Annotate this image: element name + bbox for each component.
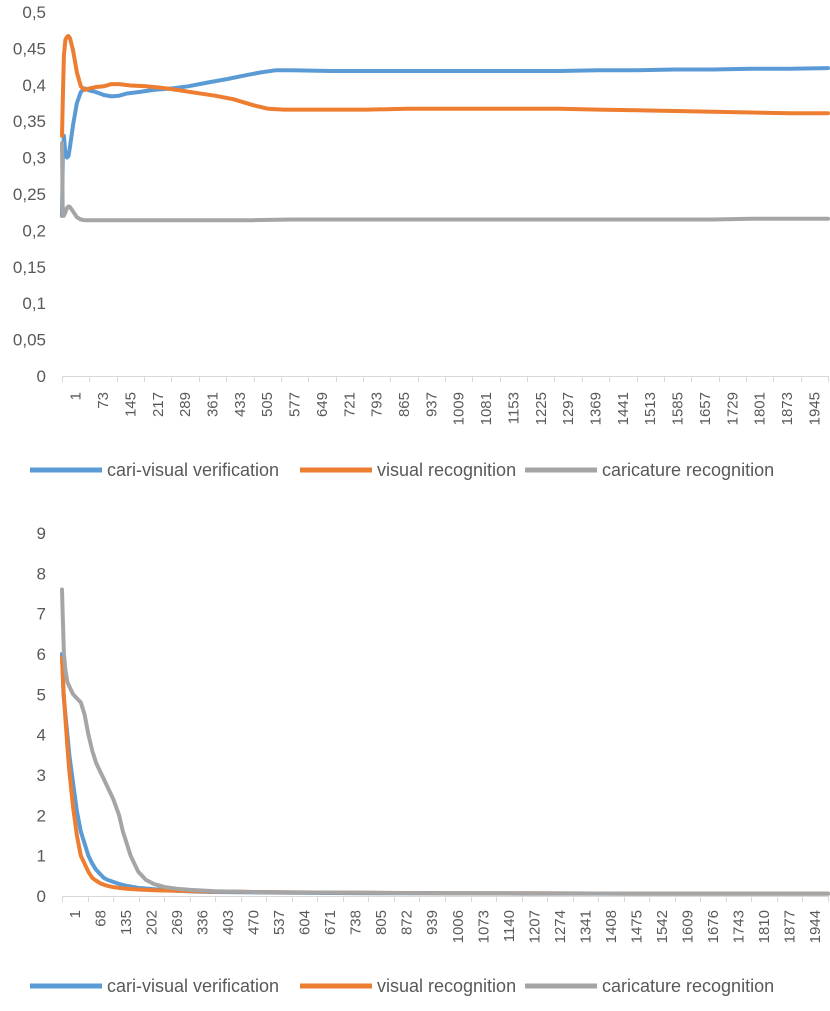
chart-1-series-line-1 bbox=[60, 66, 830, 218]
chart-2-x-tick-label: 939 bbox=[424, 910, 441, 935]
chart-1-x-tick-label: 865 bbox=[396, 392, 413, 417]
chart-2-x-tick-label: 738 bbox=[348, 910, 365, 935]
chart-1-x-tick-label: 1369 bbox=[587, 392, 604, 425]
chart-2-x-tick-label: 1944 bbox=[807, 910, 824, 943]
chart-1-y-tick-label: 0 bbox=[37, 367, 46, 386]
chart-1-x-tick-label: 433 bbox=[232, 392, 249, 417]
chart-2-x-tick-label: 336 bbox=[194, 910, 211, 935]
chart-2-x-tick-label: 1743 bbox=[731, 910, 748, 943]
chart-2-x-tick-label: 671 bbox=[322, 910, 339, 935]
chart-1-legend-label-2: visual recognition bbox=[377, 460, 516, 480]
chart-1-x-tick-label: 73 bbox=[95, 392, 112, 409]
chart-2-x-tick-label: 1408 bbox=[603, 910, 620, 943]
chart-2-legend-label-3: caricature recognition bbox=[602, 976, 774, 996]
chart-1-y-tick-label: 0,1 bbox=[22, 294, 46, 313]
chart-2-x-tick-label: 1676 bbox=[705, 910, 722, 943]
chart-1-x-tick-label: 1153 bbox=[505, 392, 522, 424]
chart-1-x-tick-label: 1513 bbox=[642, 392, 659, 425]
chart-2-x-tick-label: 1274 bbox=[552, 910, 569, 943]
chart-1-x-tick-label: 1 bbox=[68, 392, 85, 400]
chart-1-y-tick-label: 0,4 bbox=[22, 76, 46, 95]
chart-1-y-tick-label: 0,25 bbox=[13, 185, 46, 204]
chart-2-y-tick-label: 9 bbox=[37, 524, 46, 543]
chart-1-x-tick-label: 1081 bbox=[478, 392, 495, 425]
chart-2-x-tick-label: 1609 bbox=[680, 910, 697, 943]
chart-1-x-tick-label: 721 bbox=[341, 392, 358, 417]
chart-1-series-line-2 bbox=[60, 34, 830, 138]
chart-2-x-tick-label: 604 bbox=[297, 910, 314, 935]
chart-2-x-tick-label: 1073 bbox=[475, 910, 492, 943]
chart-2-x-tick-label: 135 bbox=[118, 910, 135, 935]
chart-1-x-tick-label: 1585 bbox=[670, 392, 687, 425]
chart-2-x-tick-label: 1810 bbox=[756, 910, 773, 943]
chart-2-x-tick-label: 805 bbox=[373, 910, 390, 935]
chart-2-x-tick-label: 403 bbox=[220, 910, 237, 935]
chart-1-x-tick-label: 649 bbox=[314, 392, 331, 417]
chart-2-series-line-3 bbox=[60, 587, 830, 896]
chart-2-y-tick-label: 6 bbox=[37, 645, 46, 664]
chart-1-x-tick-label: 1873 bbox=[779, 392, 796, 425]
chart-2-legend-label-2: visual recognition bbox=[377, 976, 516, 996]
chart-2-series-line-2 bbox=[60, 656, 830, 896]
chart-1-x-tick-label: 289 bbox=[177, 392, 194, 417]
chart-2-svg: 0 1 2 3 4 5 6 7 8 9 1 68 135 202 269 336 403 470 537 604 671… bbox=[30, 524, 830, 996]
chart-2-y-tick-label: 2 bbox=[37, 806, 46, 825]
chart-1-y-tick-label: 0,15 bbox=[13, 258, 46, 277]
chart-1: 0 0,05 0,1 0,15 0,2 0,25 0,3 0,35 0,4 0,45 0,5 1 73 1… bbox=[0, 0, 830, 500]
chart-2-y-tick-label: 7 bbox=[37, 605, 46, 624]
chart-1-x-tick-label: 217 bbox=[150, 392, 167, 417]
chart-2-x-tick-label: 1207 bbox=[526, 910, 543, 943]
chart-1-y-tick-label: 0,35 bbox=[13, 112, 46, 131]
chart-1-x-tick-label: 577 bbox=[287, 392, 304, 417]
chart-2-x-tick-label: 1140 bbox=[501, 910, 518, 942]
chart-2-x-tick-label: 537 bbox=[271, 910, 288, 935]
chart-1-x-tick-label: 1729 bbox=[724, 392, 741, 425]
chart-2-y-tick-label: 8 bbox=[37, 564, 46, 583]
chart-2-x-tick-label: 1341 bbox=[577, 910, 594, 943]
chart-1-x-tick-label: 1801 bbox=[752, 392, 769, 425]
chart-2-x-tick-label: 202 bbox=[143, 910, 160, 935]
chart-1-x-tick-label: 1945 bbox=[806, 392, 823, 425]
chart-2-y-tick-label: 3 bbox=[37, 766, 46, 785]
chart-2-y-tick-label: 0 bbox=[37, 887, 46, 906]
chart-1-series-line-3 bbox=[60, 141, 830, 223]
chart-1-x-tick-label: 1009 bbox=[451, 392, 468, 425]
chart-2-x-tick-label: 872 bbox=[399, 910, 416, 935]
chart-2-x-tick-label: 1877 bbox=[782, 910, 799, 943]
chart-1-y-tick-label: 0,05 bbox=[13, 331, 46, 350]
chart-2-y-tick-label: 5 bbox=[37, 685, 46, 704]
chart-1-x-tick-label: 1657 bbox=[697, 392, 714, 425]
chart-2-series-line-1 bbox=[60, 652, 830, 896]
chart-1-legend-label-3: caricature recognition bbox=[602, 460, 774, 480]
chart-2-x-tick-label: 1006 bbox=[450, 910, 467, 943]
chart-1-x-tick-label: 505 bbox=[259, 392, 276, 417]
chart-2-x-tick-label: 68 bbox=[92, 910, 109, 927]
chart-1-svg: 0 0,05 0,1 0,15 0,2 0,25 0,3 0,35 0,4 0,45 0,5 1 73 1… bbox=[13, 3, 830, 480]
chart-2-x-tick-label: 470 bbox=[246, 910, 263, 935]
chart-2-y-tick-label: 4 bbox=[37, 726, 46, 745]
chart-1-y-tick-label: 0,45 bbox=[13, 39, 46, 58]
chart-1-x-tick-label: 937 bbox=[423, 392, 440, 417]
chart-1-x-tick-label: 1297 bbox=[560, 392, 577, 425]
chart-1-y-tick-label: 0,5 bbox=[22, 3, 46, 22]
chart-1-x-tick-label: 793 bbox=[369, 392, 386, 417]
chart-2-x-tick-label: 1475 bbox=[629, 910, 646, 943]
chart-1-x-tick-label: 361 bbox=[204, 392, 221, 417]
chart-2-x-tick-label: 1542 bbox=[654, 910, 671, 943]
chart-1-x-tick-label: 1441 bbox=[615, 392, 632, 425]
chart-1-x-tick-label: 145 bbox=[122, 392, 139, 417]
chart-2: 0 1 2 3 4 5 6 7 8 9 1 68 135 202 269 336 403 470 537 604 671… bbox=[0, 500, 830, 1006]
chart-1-y-tick-label: 0,3 bbox=[22, 149, 46, 168]
chart-1-x-tick-label: 1225 bbox=[533, 392, 550, 425]
chart-1-y-tick-label: 0,2 bbox=[22, 221, 46, 240]
chart-2-y-tick-label: 1 bbox=[37, 847, 46, 866]
chart-2-legend-label-1: cari-visual verification bbox=[107, 976, 279, 996]
chart-2-x-tick-label: 1 bbox=[67, 910, 84, 918]
chart-1-legend-label-1: cari-visual verification bbox=[107, 460, 279, 480]
chart-2-x-tick-label: 269 bbox=[169, 910, 186, 935]
